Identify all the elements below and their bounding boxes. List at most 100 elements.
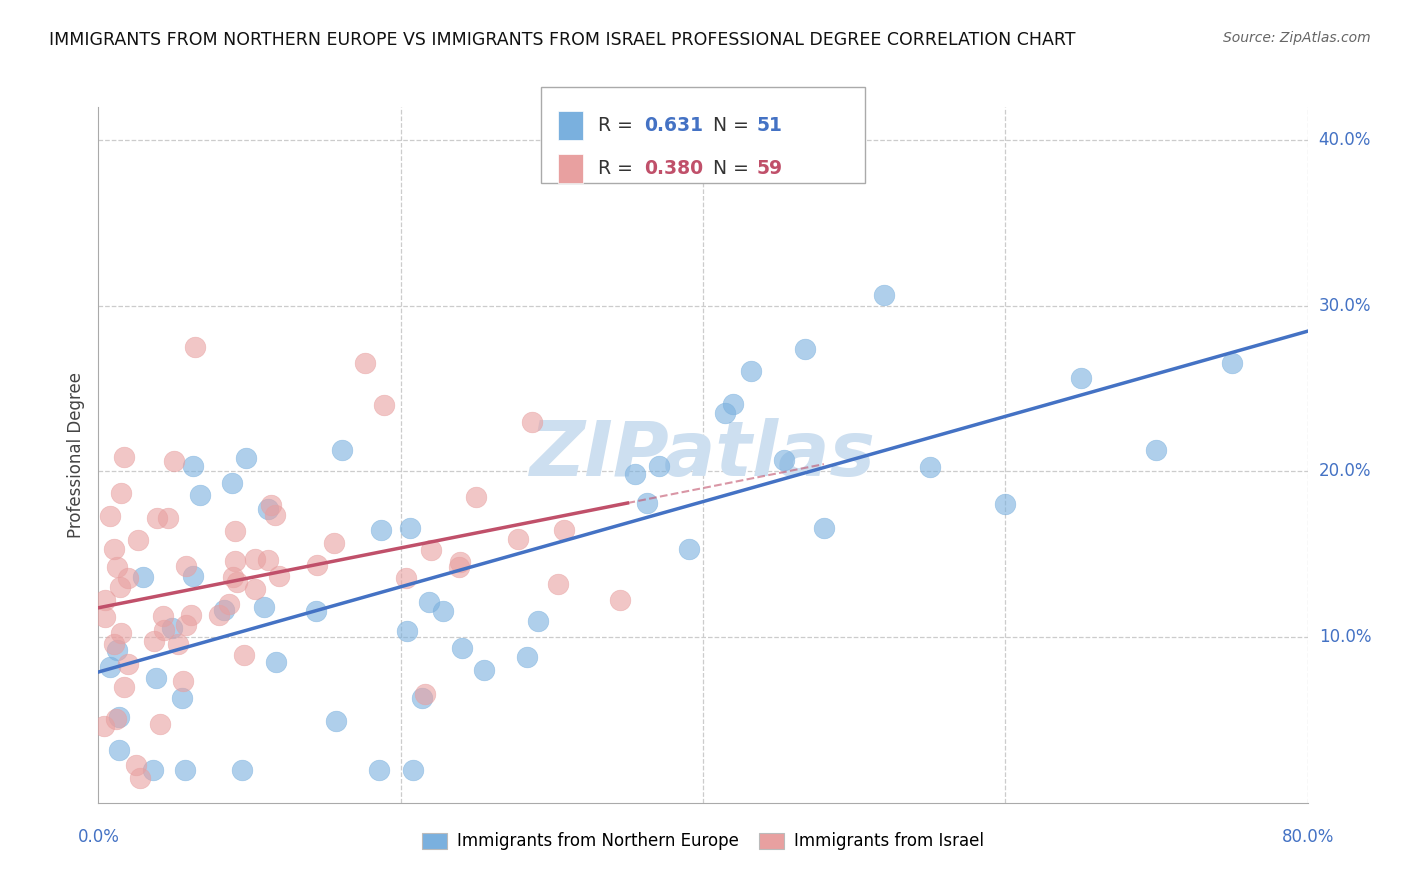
Point bbox=[269, 569, 291, 583]
Point bbox=[609, 592, 631, 607]
Point bbox=[773, 453, 796, 467]
Text: Source: ZipAtlas.com: Source: ZipAtlas.com bbox=[1223, 31, 1371, 45]
Point bbox=[723, 397, 745, 411]
Point bbox=[142, 763, 165, 777]
Point bbox=[245, 582, 267, 596]
Point bbox=[110, 486, 132, 500]
Point bbox=[245, 552, 267, 566]
Point bbox=[647, 459, 669, 474]
Point bbox=[253, 600, 276, 615]
Text: 30.0%: 30.0% bbox=[1319, 297, 1371, 315]
Point bbox=[149, 717, 172, 731]
Point bbox=[93, 719, 115, 733]
Point bbox=[553, 523, 575, 537]
Point bbox=[263, 508, 285, 522]
Point bbox=[395, 571, 418, 585]
Point bbox=[163, 454, 186, 468]
Point bbox=[132, 570, 155, 584]
Text: 10.0%: 10.0% bbox=[1319, 628, 1371, 646]
Legend: Immigrants from Northern Europe, Immigrants from Israel: Immigrants from Northern Europe, Immigra… bbox=[415, 826, 991, 857]
Point bbox=[305, 558, 328, 573]
Point bbox=[103, 637, 125, 651]
Point bbox=[233, 648, 256, 662]
Point bbox=[305, 604, 328, 618]
Point bbox=[794, 342, 817, 356]
Point bbox=[520, 415, 543, 429]
Text: 59: 59 bbox=[756, 159, 783, 178]
Point bbox=[112, 450, 135, 465]
Point bbox=[678, 542, 700, 557]
Point bbox=[402, 763, 425, 777]
Point bbox=[208, 608, 231, 623]
Point bbox=[218, 597, 240, 611]
Point bbox=[172, 690, 194, 705]
Point bbox=[188, 487, 211, 501]
Point bbox=[212, 603, 235, 617]
Point bbox=[465, 490, 488, 504]
Point bbox=[181, 458, 204, 473]
Point bbox=[172, 674, 194, 689]
Point bbox=[112, 680, 135, 694]
Point bbox=[368, 763, 391, 777]
Point bbox=[125, 758, 148, 772]
Point bbox=[256, 501, 278, 516]
Text: R =: R = bbox=[598, 159, 638, 178]
Point bbox=[636, 496, 658, 510]
Point bbox=[231, 763, 253, 777]
Point bbox=[152, 608, 174, 623]
Point bbox=[516, 649, 538, 664]
Point bbox=[325, 714, 347, 729]
Point bbox=[323, 536, 346, 550]
Point bbox=[104, 712, 127, 726]
Point bbox=[117, 571, 139, 585]
Point bbox=[449, 560, 471, 574]
Point bbox=[184, 340, 207, 354]
Point bbox=[160, 621, 183, 635]
Point bbox=[260, 498, 283, 512]
Point bbox=[432, 604, 454, 618]
Text: IMMIGRANTS FROM NORTHERN EUROPE VS IMMIGRANTS FROM ISRAEL PROFESSIONAL DEGREE CO: IMMIGRANTS FROM NORTHERN EUROPE VS IMMIG… bbox=[49, 31, 1076, 49]
Point bbox=[107, 742, 129, 756]
Text: N =: N = bbox=[713, 159, 755, 178]
Point bbox=[98, 659, 121, 673]
Point bbox=[105, 560, 128, 574]
Point bbox=[411, 690, 433, 705]
Point bbox=[264, 656, 287, 670]
Text: ZIPatlas: ZIPatlas bbox=[530, 418, 876, 491]
Point bbox=[418, 595, 440, 609]
Point bbox=[142, 633, 165, 648]
Point bbox=[110, 625, 132, 640]
Point bbox=[1144, 442, 1167, 457]
Point bbox=[103, 541, 125, 556]
Point bbox=[332, 443, 354, 458]
Point bbox=[145, 671, 167, 685]
Point bbox=[153, 623, 176, 637]
Text: 0.631: 0.631 bbox=[644, 116, 703, 135]
Point bbox=[221, 475, 243, 490]
Point bbox=[174, 618, 197, 632]
Point bbox=[108, 580, 131, 594]
Y-axis label: Professional Degree: Professional Degree bbox=[67, 372, 86, 538]
Text: 80.0%: 80.0% bbox=[1281, 828, 1334, 846]
Point bbox=[224, 554, 246, 568]
Point bbox=[508, 532, 530, 546]
Point bbox=[527, 614, 550, 628]
Point bbox=[167, 637, 190, 651]
Point bbox=[813, 521, 835, 535]
Text: N =: N = bbox=[713, 116, 755, 135]
Point bbox=[547, 577, 569, 591]
Point bbox=[994, 497, 1017, 511]
Point bbox=[1070, 371, 1092, 385]
Text: 51: 51 bbox=[756, 116, 782, 135]
Point bbox=[873, 287, 896, 301]
Point bbox=[370, 523, 392, 537]
Point bbox=[173, 763, 195, 777]
Point bbox=[94, 593, 117, 607]
Text: 40.0%: 40.0% bbox=[1319, 131, 1371, 149]
Point bbox=[396, 624, 419, 638]
Point bbox=[740, 364, 762, 378]
Point bbox=[420, 543, 443, 558]
Point bbox=[1220, 356, 1243, 370]
Point bbox=[714, 406, 737, 420]
Point bbox=[108, 710, 131, 724]
